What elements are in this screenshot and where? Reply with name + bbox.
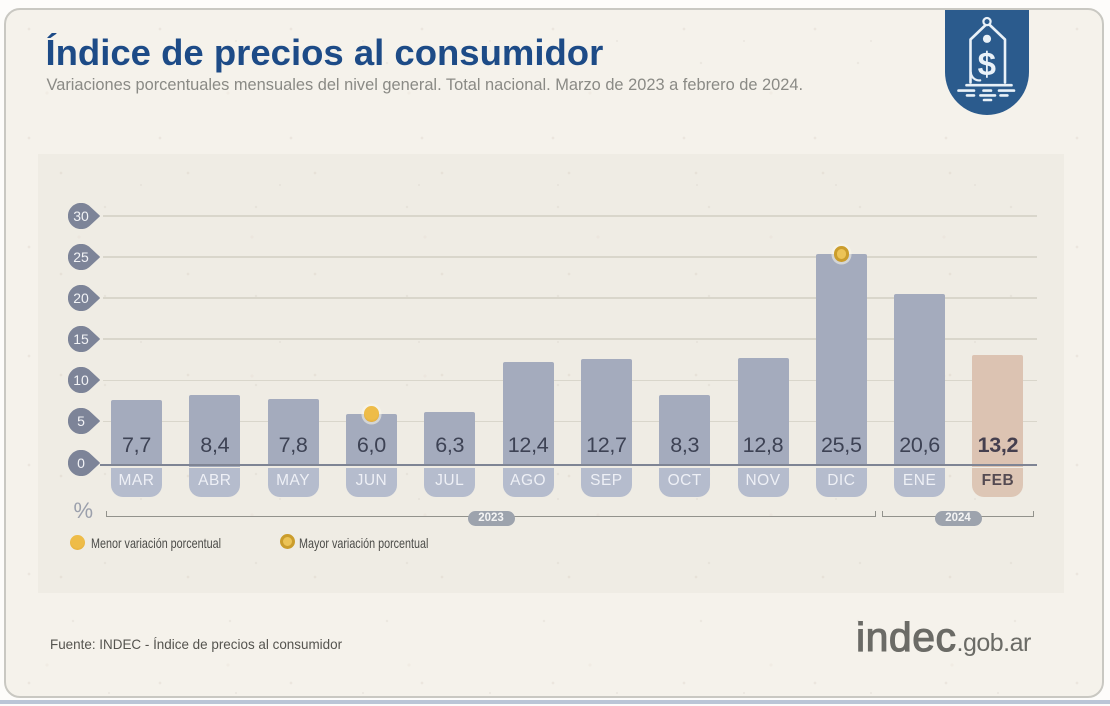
svg-text:$: $	[978, 45, 996, 82]
